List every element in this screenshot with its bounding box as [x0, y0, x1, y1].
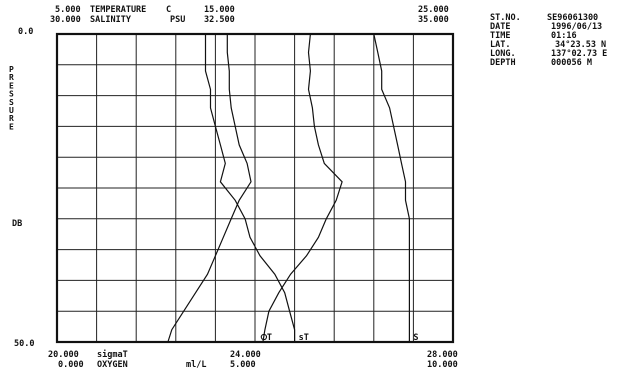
time-value: 01:16	[551, 31, 577, 41]
pressure-top-label: 0.0	[18, 27, 33, 37]
oxygen-mid-label: 5.000	[230, 360, 256, 370]
pressure-label-letter: E	[9, 122, 14, 131]
temperature-end-label: T	[267, 333, 272, 343]
pressure-label-letter: U	[9, 106, 14, 115]
oxygen-max-label: 10.000	[427, 360, 458, 370]
oxygen-profile-line	[167, 34, 252, 343]
pressure-label-letter: R	[9, 73, 14, 82]
sigmaT-end-label: sT	[299, 333, 309, 343]
pressure-label-letter: S	[9, 90, 14, 99]
station-value: SE96061300	[547, 13, 598, 23]
profile-lines	[167, 33, 410, 343]
salinity-profile-line	[373, 33, 410, 342]
sigmat-max-label: 28.000	[427, 350, 458, 360]
salinity-unit: PSU	[170, 15, 185, 25]
pressure-label-letter: P	[9, 65, 14, 74]
date-value: 1996/06/13	[551, 22, 602, 32]
plot-frame	[55, 32, 455, 344]
sigmaT-profile-line	[204, 34, 296, 342]
sigmat-mid-label: 24.000	[230, 350, 261, 360]
salinity-end-label: S	[413, 333, 418, 343]
temperature-mid-label: 15.000	[204, 5, 235, 15]
pressure-bottom-label: 50.0	[14, 339, 34, 349]
temperature-unit: C	[166, 5, 171, 15]
sigmat-min-label: 20.000	[48, 350, 79, 360]
pressure-label-letter: S	[9, 98, 14, 107]
salinity-mid-label: 32.500	[204, 15, 235, 25]
chart-grid	[57, 34, 453, 342]
oxygen-unit: ml/L	[186, 360, 206, 370]
salinity-axis-name: SALINITY	[90, 15, 132, 25]
oxygen-min-label: 0.000	[58, 360, 84, 370]
depth-key: DEPTH	[490, 58, 516, 68]
latitude-value: 34°23.53 N	[555, 40, 606, 50]
temperature-profile-line	[262, 33, 343, 343]
oxygen-axis-name: OXYGEN	[97, 360, 128, 370]
temperature-min-label: 5.000	[55, 5, 81, 15]
depth-value: 000056 M	[551, 58, 592, 68]
db-unit-label: DB	[12, 219, 22, 229]
temperature-max-label: 25.000	[418, 5, 449, 15]
salinity-min-label: 30.000	[50, 15, 81, 25]
longitude-key: LONG.	[490, 49, 516, 59]
time-key: TIME	[490, 31, 510, 41]
oxygen-end-marker	[260, 333, 268, 341]
date-key: DATE	[490, 22, 510, 32]
sigmat-axis-name: sigmaT	[97, 349, 128, 360]
latitude-key: LAT.	[490, 40, 510, 50]
station-key: ST.NO.	[490, 13, 521, 23]
station-info: ST.NO. SE96061300 DATE 1996/06/13 TIME 0…	[490, 13, 607, 68]
longitude-value: 137°02.73 E	[551, 49, 607, 59]
temperature-axis-name: TEMPERATURE	[90, 5, 146, 15]
salinity-max-label: 35.000	[418, 15, 449, 25]
profile-end-labels: T SsT	[260, 333, 419, 343]
pressure-label-letter: E	[9, 81, 14, 90]
pressure-label-letter: R	[9, 114, 14, 123]
